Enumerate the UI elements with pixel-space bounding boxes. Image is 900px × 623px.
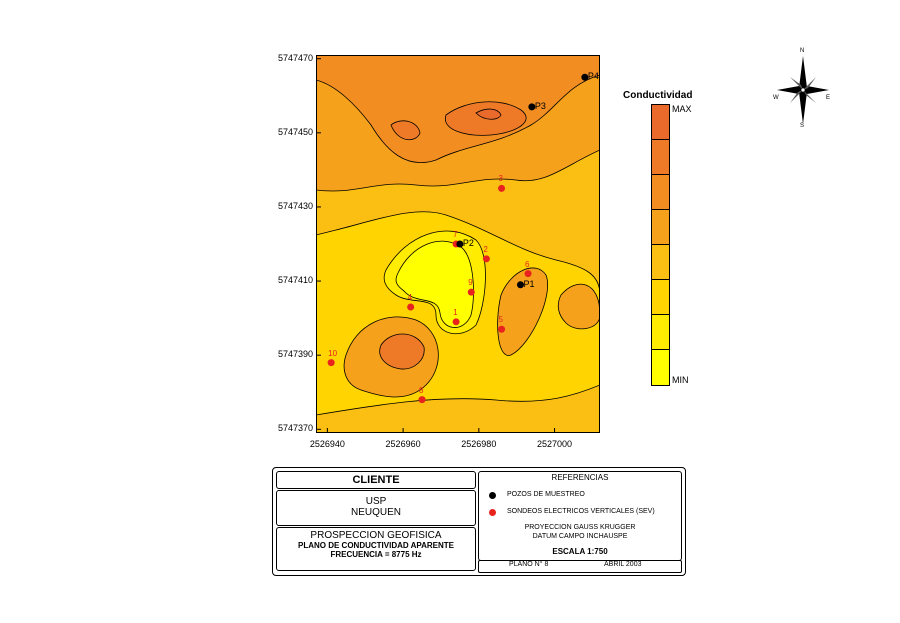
contour-left-peak bbox=[390, 120, 421, 141]
sev-point-label: 4 bbox=[407, 293, 413, 302]
title-box: PROSPECCION GEOFISICA PLANO DE CONDUCTIV… bbox=[276, 527, 476, 571]
legend-color-step bbox=[652, 175, 669, 210]
legend-min-label: MIN bbox=[672, 375, 689, 385]
title-block: CLIENTE USP NEUQUEN PROSPECCION GEOFISIC… bbox=[272, 467, 686, 576]
projection-line2: DATUM CAMPO INCHAUSPE bbox=[532, 533, 628, 540]
x-tick-label: 2527000 bbox=[537, 439, 573, 449]
compass-s: S bbox=[800, 123, 805, 129]
x-tick-label: 2526940 bbox=[309, 439, 345, 449]
sev-legend-label: SONDEOS ELECTRICOS VERTICALES (SEV) bbox=[507, 508, 655, 515]
sev-point-label: 6 bbox=[525, 259, 530, 269]
sev-point bbox=[467, 288, 475, 296]
well-legend-dot bbox=[489, 492, 496, 499]
legend-color-step bbox=[652, 315, 669, 350]
legend-colorbar bbox=[651, 104, 670, 386]
y-tick-label: 5747370 bbox=[277, 423, 313, 434]
compass-east-needle bbox=[803, 86, 829, 94]
contour-bottom-band bbox=[316, 384, 600, 433]
sev-point-label: 5 bbox=[498, 315, 503, 325]
sev-point bbox=[452, 318, 460, 326]
sev-point-label: 1 bbox=[453, 307, 458, 317]
x-tick-label: 2526980 bbox=[461, 439, 497, 449]
sev-point-label: 8 bbox=[419, 385, 424, 395]
sev-point bbox=[498, 184, 506, 192]
legend-color-step bbox=[652, 140, 669, 175]
y-ticks-group bbox=[316, 58, 321, 430]
y-tick-label: 5747430 bbox=[277, 200, 313, 211]
well-point-label: P3 bbox=[534, 100, 546, 111]
sev-point bbox=[327, 359, 335, 367]
contour-low-core bbox=[395, 240, 474, 328]
contour-right-patch bbox=[557, 283, 600, 330]
sev-point bbox=[498, 325, 506, 333]
title-line2: PLANO DE CONDUCTIVIDAD APARENTE bbox=[297, 541, 454, 550]
references-header: REFERENCIAS bbox=[551, 473, 609, 482]
well-point bbox=[456, 240, 464, 248]
client-header-box: CLIENTE bbox=[276, 471, 476, 489]
x-tick-label: 2526960 bbox=[385, 439, 421, 449]
well-point-label: P2 bbox=[462, 238, 474, 248]
plano-number: PLANO N° 8 bbox=[509, 561, 549, 568]
y-tick-label: 5747470 bbox=[277, 52, 313, 63]
sev-point-label: 7 bbox=[453, 230, 458, 239]
map-frame bbox=[316, 55, 600, 433]
sev-point-label: 3 bbox=[498, 174, 503, 184]
x-ticks-group bbox=[326, 428, 556, 433]
projection-line1: PROYECCION GAUSS KRUGGER bbox=[524, 524, 636, 531]
y-tick-label: 5747410 bbox=[277, 275, 313, 286]
contour-right-ridge bbox=[497, 267, 548, 356]
references-box: REFERENCIAS POZOS DE MUESTREO SONDEOS EL… bbox=[478, 471, 682, 561]
legend-max-label: MAX bbox=[672, 104, 692, 114]
compass-n: N bbox=[800, 48, 805, 54]
sev-point bbox=[524, 270, 532, 278]
sev-point-label: 10 bbox=[328, 348, 338, 358]
client-box: USP NEUQUEN bbox=[276, 490, 476, 526]
plano-box: PLANO N° 8 ABRIL 2003 bbox=[478, 560, 682, 573]
sev-point-label: 2 bbox=[483, 244, 488, 254]
compass-north-needle bbox=[799, 56, 807, 90]
north-arrow bbox=[772, 48, 834, 130]
legend-color-step bbox=[652, 210, 669, 245]
sev-legend-dot bbox=[489, 509, 496, 516]
title-line3: FRECUENCIA = 8775 Hz bbox=[330, 550, 422, 559]
client-line1: USP bbox=[365, 496, 387, 507]
well-legend-label: POZOS DE MUESTREO bbox=[507, 491, 585, 498]
compass-west-needle bbox=[777, 86, 803, 94]
well-point bbox=[528, 103, 536, 111]
plano-date: ABRIL 2003 bbox=[604, 561, 642, 568]
sev-point bbox=[407, 303, 415, 311]
client-line2: NEUQUEN bbox=[350, 507, 401, 518]
contour-map bbox=[316, 55, 600, 433]
points-group bbox=[327, 73, 589, 404]
sev-point bbox=[418, 396, 426, 404]
legend-color-step bbox=[652, 245, 669, 280]
legend-color-step bbox=[652, 280, 669, 315]
well-point-label: P4 bbox=[587, 71, 599, 82]
scale-text: ESCALA 1:750 bbox=[552, 547, 608, 556]
sev-point-label: 9 bbox=[468, 278, 473, 288]
well-point-label: P1 bbox=[523, 278, 535, 289]
contour-top-core bbox=[475, 108, 502, 120]
title-line1: PROSPECCION GEOFISICA bbox=[310, 530, 442, 541]
legend-color-step bbox=[652, 105, 669, 140]
y-tick-label: 5747390 bbox=[277, 349, 313, 360]
y-tick-label: 5747450 bbox=[277, 126, 313, 137]
contour-lowerleft-peak bbox=[379, 333, 425, 370]
well-point bbox=[581, 73, 589, 81]
compass-w: W bbox=[773, 95, 779, 101]
sev-point bbox=[482, 255, 490, 263]
well-point bbox=[516, 281, 524, 289]
legend-color-step bbox=[652, 350, 669, 385]
compass-e: E bbox=[826, 95, 831, 101]
client-header: CLIENTE bbox=[352, 474, 400, 486]
compass-south-needle bbox=[799, 90, 807, 124]
conductivity-contour-plot bbox=[316, 55, 600, 433]
legend-title: Conductividad bbox=[623, 90, 693, 101]
